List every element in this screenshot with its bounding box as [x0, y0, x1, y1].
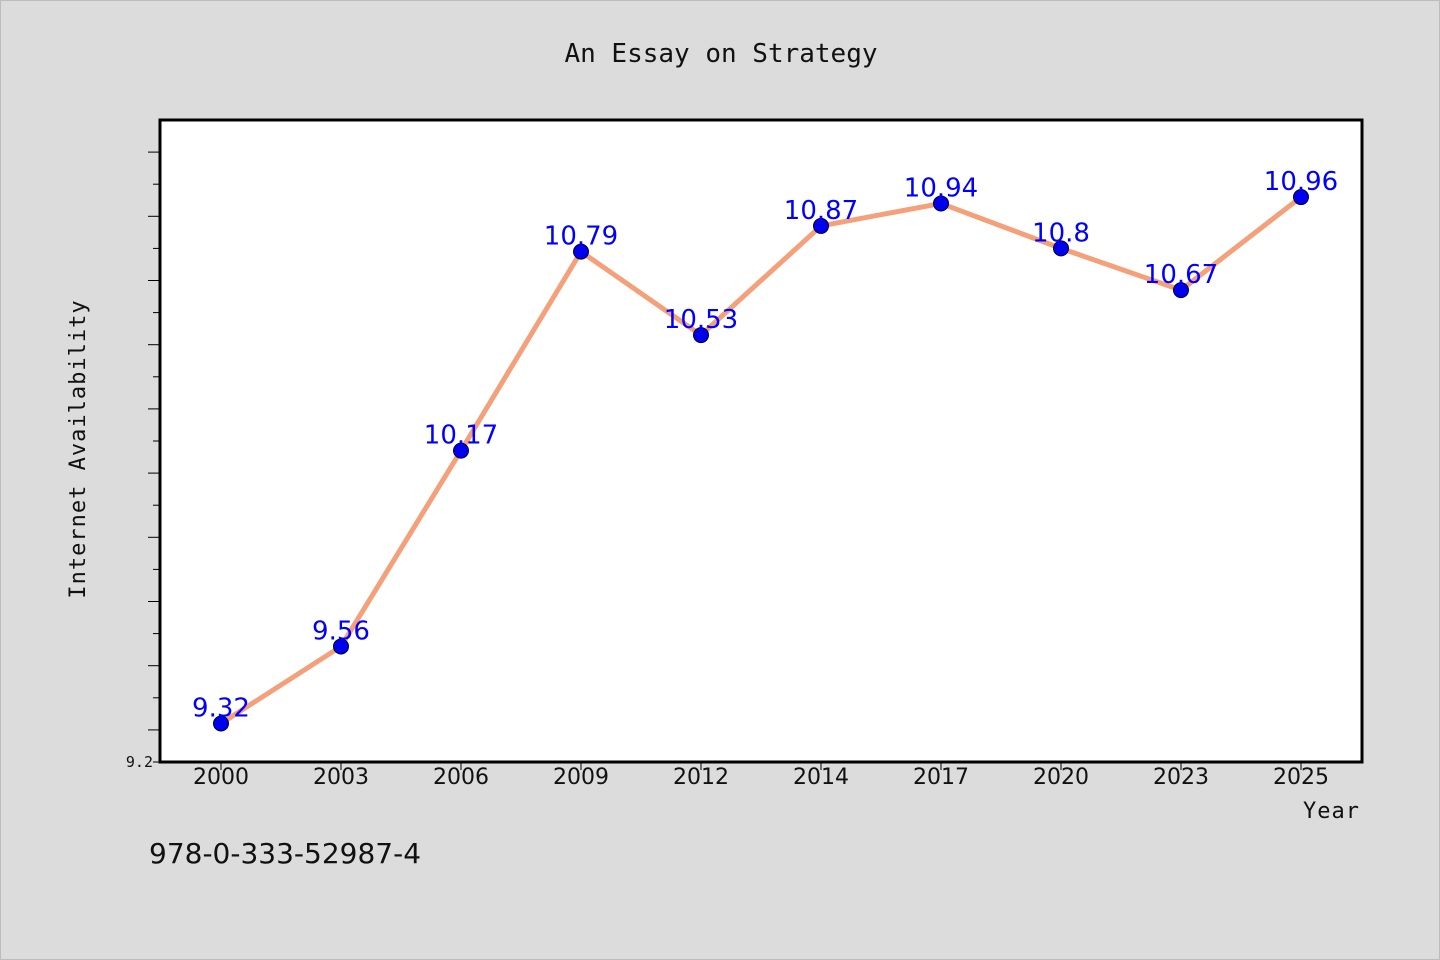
data-point-marker: [1173, 282, 1189, 299]
data-point-marker: [1053, 240, 1069, 257]
x-tick-label: 2012: [673, 765, 729, 790]
data-points: [213, 189, 1309, 732]
x-tick-label: 2006: [433, 765, 489, 790]
y-axis-ticks: [148, 151, 160, 763]
data-label: 10.87: [784, 196, 858, 226]
chart-title: An Essay on Strategy: [564, 39, 877, 69]
x-tick-label: 2000: [193, 765, 249, 790]
footnote-isbn: 978-0-333-52987-4: [149, 837, 421, 870]
data-point-marker: [333, 638, 349, 655]
data-label: 10.8: [1032, 218, 1090, 248]
data-label: 10.17: [424, 421, 498, 451]
data-label: 10.53: [664, 305, 738, 335]
data-point-marker: [573, 243, 589, 260]
x-tick-label: 2025: [1273, 765, 1329, 790]
x-tick-label: 2017: [913, 765, 969, 790]
x-tick-label: 2003: [313, 765, 369, 790]
data-point-marker: [453, 442, 469, 459]
plot-area: [158, 118, 1364, 764]
data-label: 10.96: [1264, 167, 1338, 197]
data-label: 9.56: [312, 616, 370, 646]
x-tick-label: 2014: [793, 765, 849, 790]
data-label: 10.94: [904, 173, 978, 203]
data-labels: 9.32 9.56 10.17 10.79 10.53 10.87 10.94 10.8 10.…: [192, 167, 1338, 723]
data-label: 10.67: [1144, 260, 1218, 290]
data-point-marker: [1293, 189, 1309, 206]
y-axis-label: Internet Availability: [66, 299, 91, 598]
data-point-marker: [693, 327, 709, 344]
data-point-marker: [213, 715, 229, 732]
data-point-marker: [813, 217, 829, 234]
data-label: 10.79: [544, 222, 618, 252]
y-axis-min-label: 9.2: [126, 753, 153, 771]
data-label: 9.32: [192, 693, 250, 723]
data-point-marker: [933, 195, 949, 212]
series-line: [218, 194, 1304, 726]
x-axis-tick-labels: 2000 2003 2006 2009 2012 2014 2017 2020 2023 2025: [193, 765, 1329, 790]
x-tick-label: 2009: [553, 765, 609, 790]
x-axis-label: Year: [1303, 799, 1360, 824]
x-tick-label: 2023: [1153, 765, 1209, 790]
x-axis-ticks: [220, 762, 1302, 770]
x-tick-label: 2020: [1033, 765, 1089, 790]
